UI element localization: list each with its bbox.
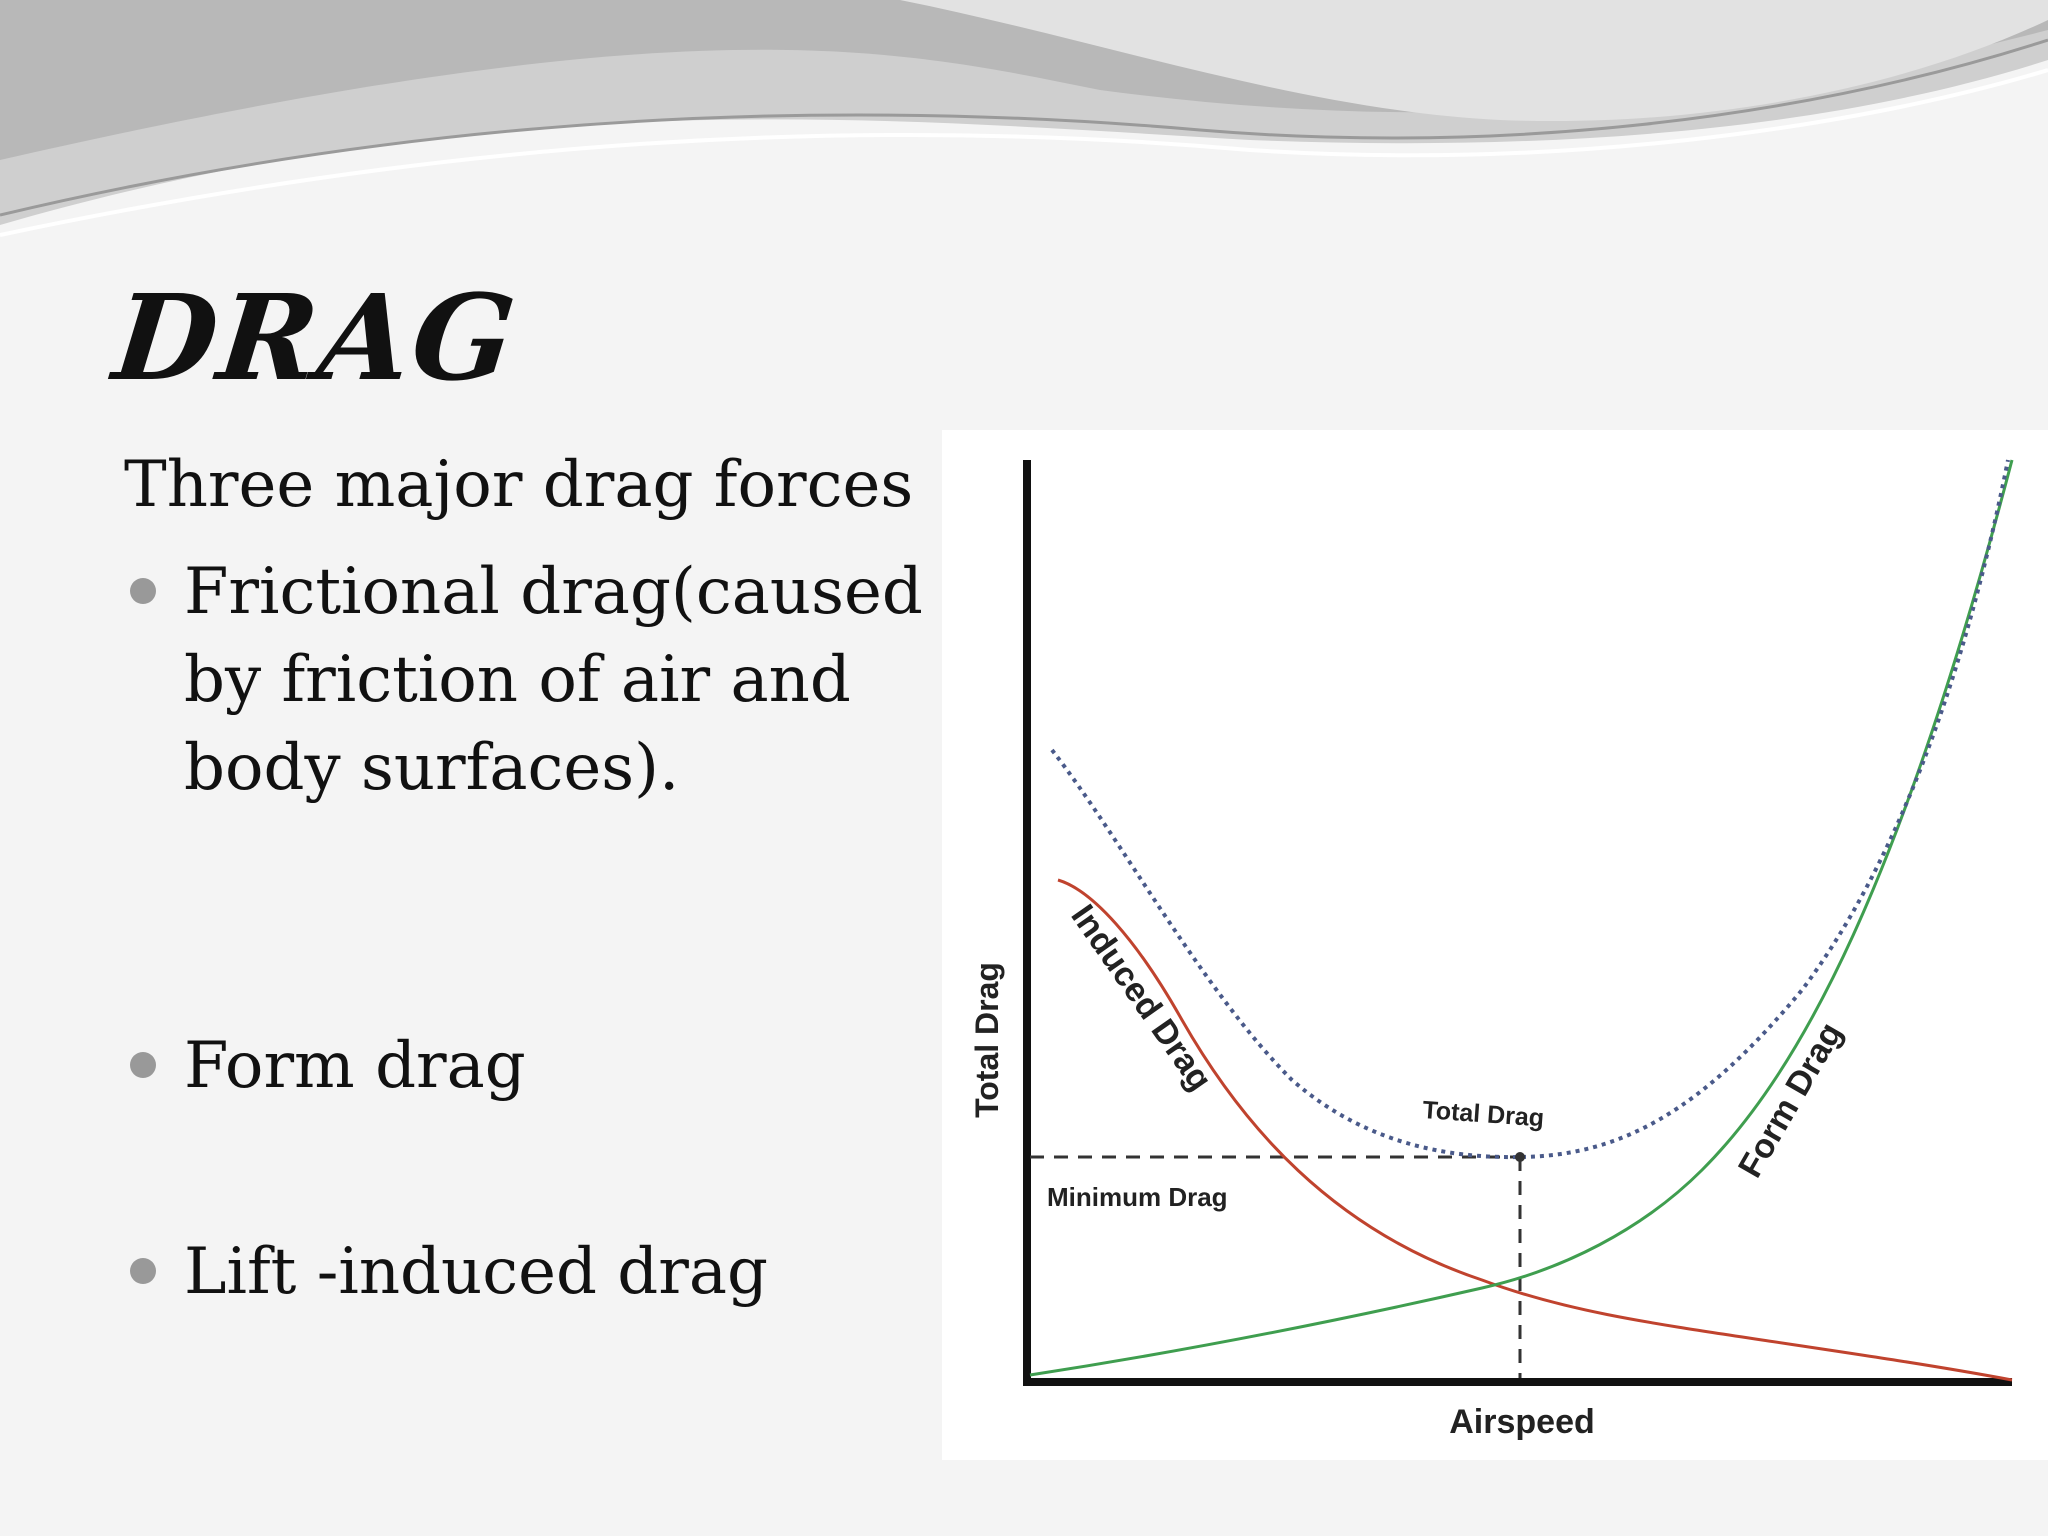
bullet-label: Form drag xyxy=(184,1029,526,1103)
intro-text: Three major drag forces xyxy=(124,448,914,522)
form-drag-curve xyxy=(1029,459,2014,1377)
bullet-item: Form drag xyxy=(130,1022,924,1110)
diagram-background xyxy=(942,430,2048,1460)
bullet-dot-icon xyxy=(130,578,156,604)
bullet-item: Lift -induced drag xyxy=(130,1228,924,1316)
bullet-item: Frictional drag(caused by friction of ai… xyxy=(130,548,924,812)
y-axis-label: Total Drag xyxy=(969,962,1005,1118)
header-wave-decoration xyxy=(0,0,2048,237)
x-axis-label: Airspeed xyxy=(1449,1403,1595,1441)
minimum-drag-label: Minimum Drag xyxy=(1047,1182,1228,1212)
bullet-dot-icon xyxy=(130,1052,156,1078)
bullet-dot-icon xyxy=(130,1258,156,1284)
bullet-label: Frictional drag(caused by friction of ai… xyxy=(184,555,923,805)
bullet-label: Lift -induced drag xyxy=(184,1235,768,1309)
induced-drag-curve xyxy=(1057,878,2013,1382)
minimum-drag-point xyxy=(1515,1152,1525,1162)
drag-diagram: Total Drag Airspeed Induced Drag Form Dr… xyxy=(942,430,2048,1460)
slide-title: DRAG xyxy=(107,268,524,407)
total-drag-curve xyxy=(1050,459,2010,1160)
